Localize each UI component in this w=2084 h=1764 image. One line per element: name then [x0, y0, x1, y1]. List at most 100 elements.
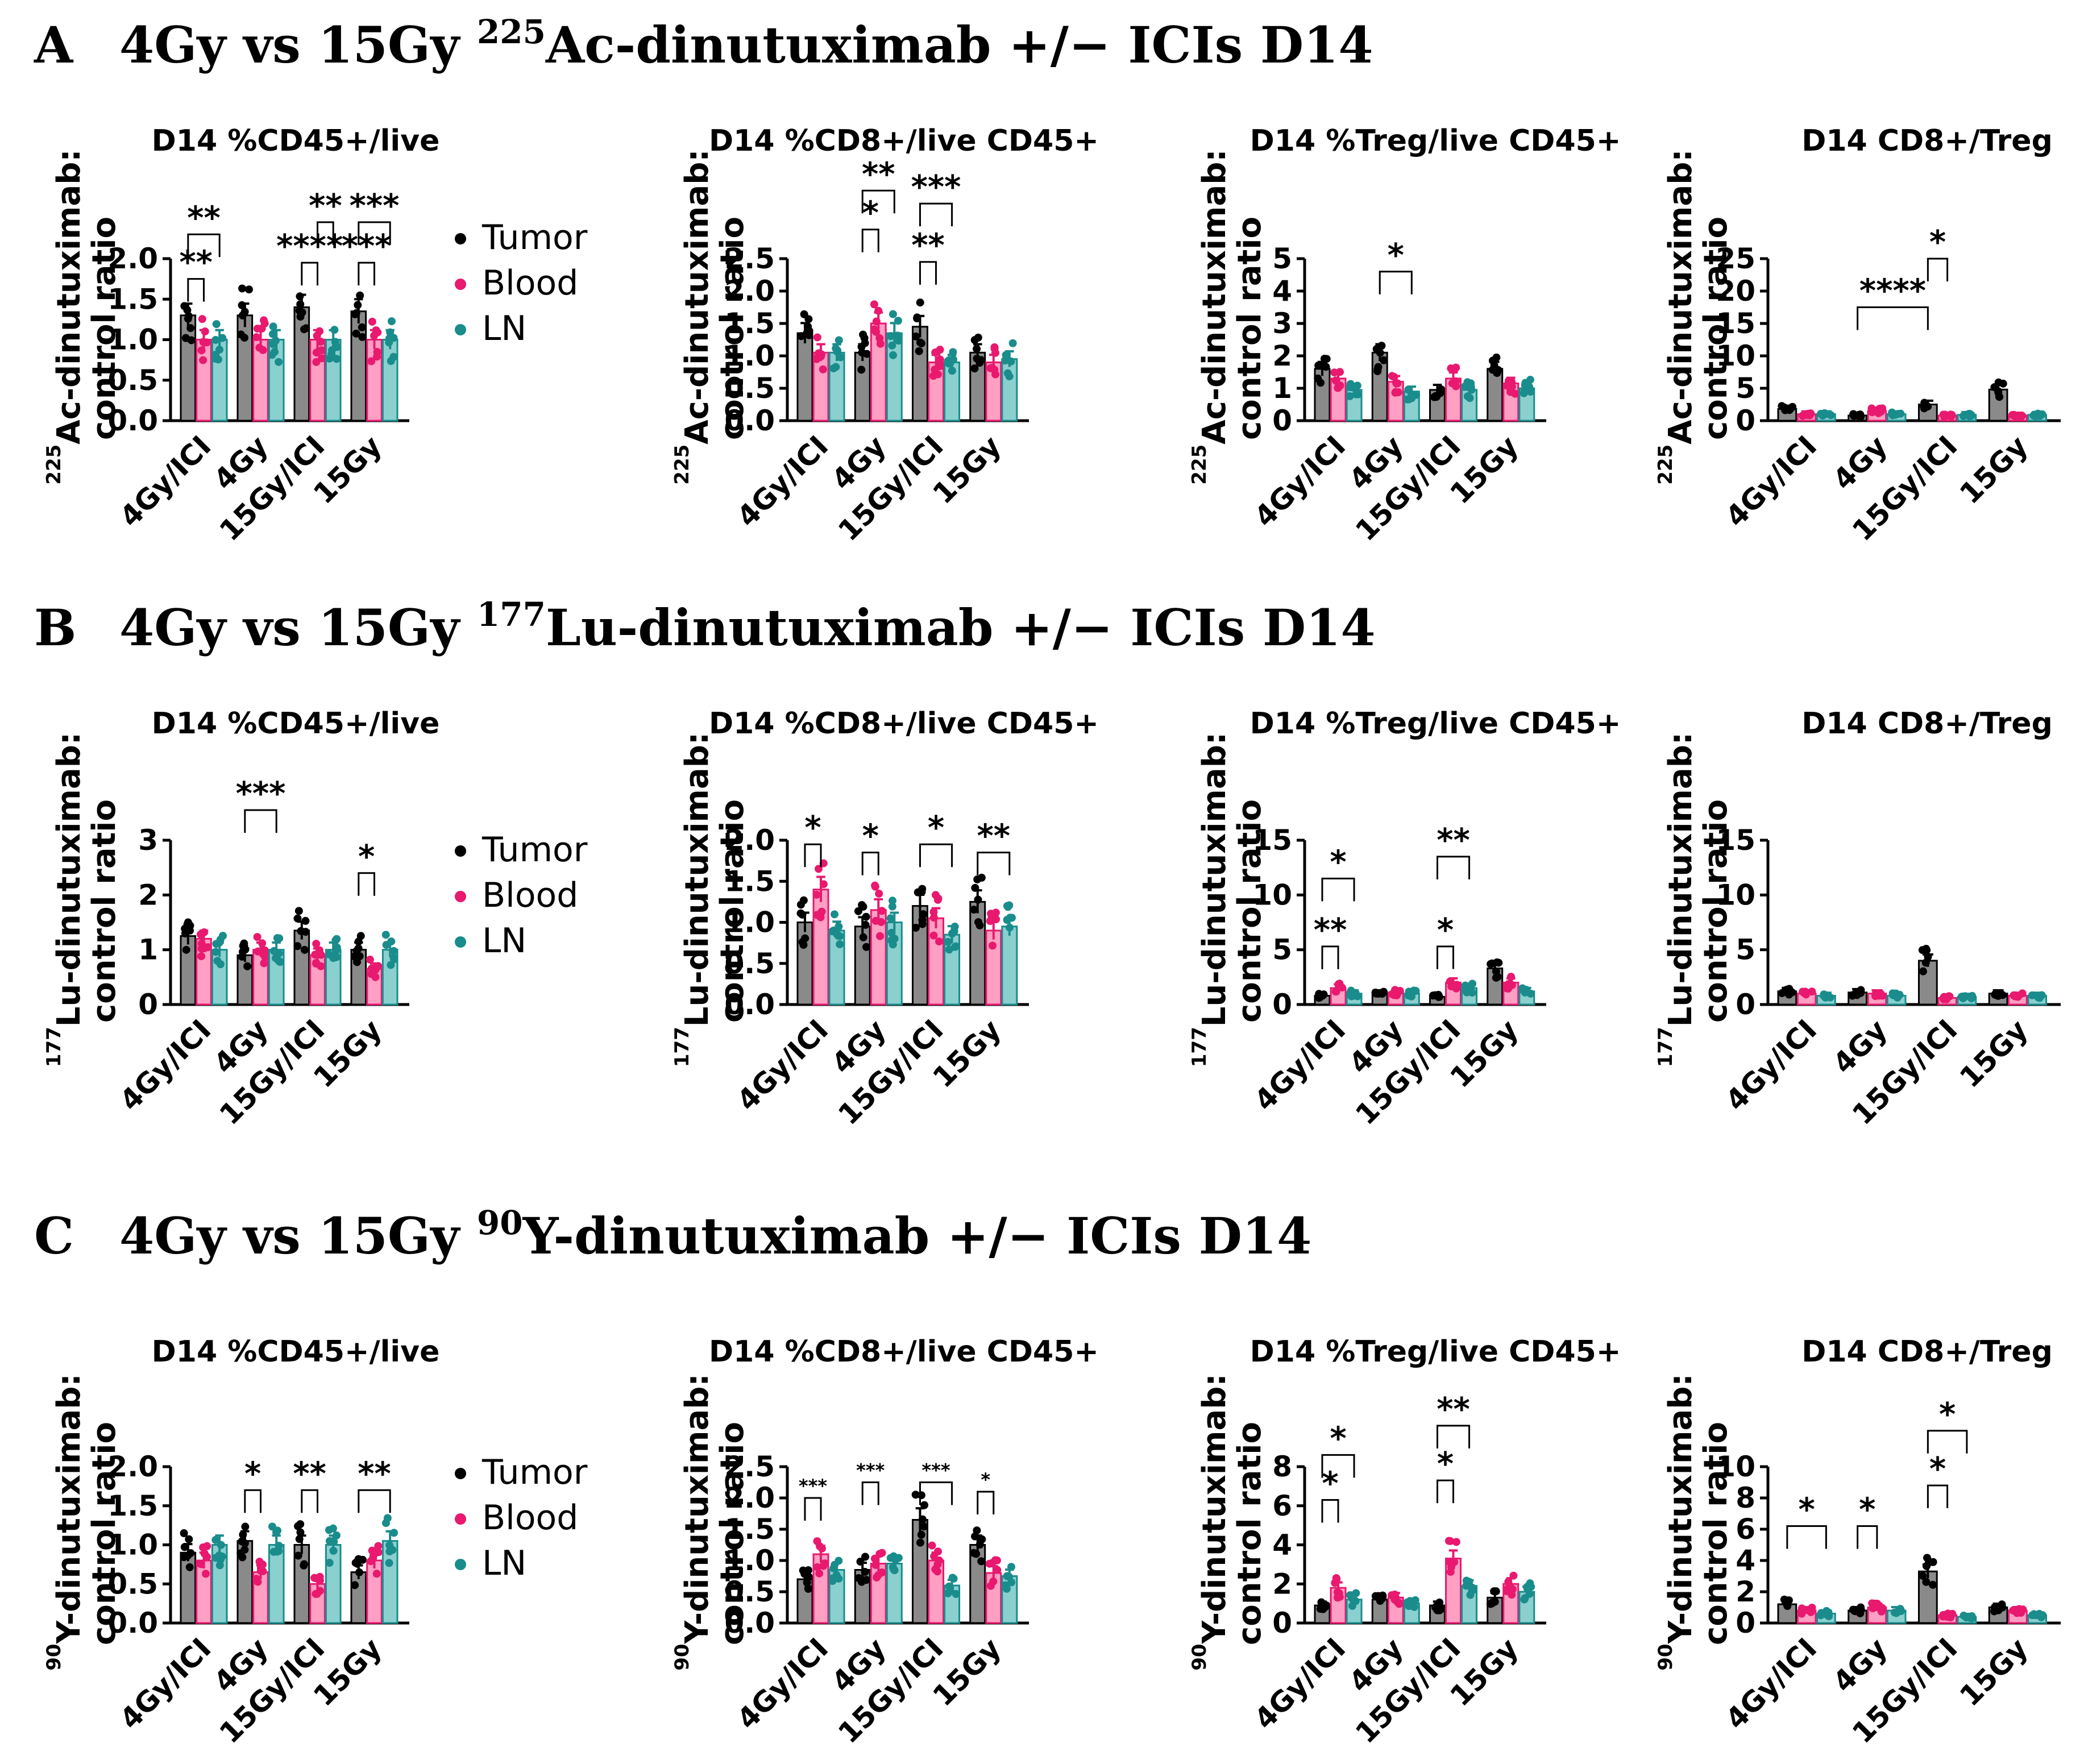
significance-label: * — [1388, 237, 1404, 274]
y-tick-label: 2.0 — [724, 824, 775, 857]
data-point-tumor — [854, 907, 862, 915]
significance-label: * — [1437, 912, 1454, 949]
bar-blood — [812, 351, 829, 422]
data-point-tumor — [300, 325, 309, 334]
y-axis-label: 225Ac-dinutuximab: — [1654, 149, 1699, 484]
data-point-blood — [317, 951, 325, 959]
data-point-ln — [325, 1526, 333, 1534]
data-point-blood — [1334, 1593, 1342, 1602]
significance-bracket — [804, 1497, 822, 1521]
data-point-tumor — [354, 937, 363, 946]
data-point-ln — [1527, 1583, 1535, 1591]
significance-label: * — [862, 195, 879, 232]
data-point-tumor — [295, 1535, 304, 1543]
data-point-ln — [1817, 1609, 1826, 1618]
x-category-label: 4Gy/ICI — [114, 429, 218, 533]
significance-label: ** — [911, 227, 945, 264]
bar-tumor — [180, 1551, 197, 1624]
data-point-ln — [389, 947, 398, 955]
data-point-ln — [1468, 979, 1477, 988]
data-point-tumor — [354, 944, 363, 953]
chart-A4: D14 CD8+/Treg 225Ac-dinutuximab:control r… — [1654, 124, 2061, 547]
data-point-tumor — [917, 339, 925, 347]
data-point-ln — [327, 350, 336, 358]
data-point-tumor — [1848, 991, 1857, 999]
data-point-ln — [1004, 903, 1012, 911]
data-point-ln — [390, 1529, 398, 1537]
data-point-ln — [952, 942, 960, 951]
data-point-blood — [1330, 368, 1339, 377]
data-point-blood — [374, 1542, 383, 1550]
data-point-blood — [991, 908, 1000, 917]
data-point-blood — [813, 911, 821, 919]
data-point-tumor — [1849, 412, 1858, 420]
significance-label: *** — [856, 1460, 885, 1481]
data-point-ln — [1521, 379, 1530, 387]
bar-tumor — [236, 954, 254, 1006]
data-point-ln — [1460, 382, 1469, 391]
data-point-ln — [215, 938, 224, 947]
data-point-blood — [1507, 973, 1516, 981]
y-tick-label: 4 — [1272, 1529, 1292, 1562]
data-point-tumor — [970, 906, 978, 914]
data-point-blood — [1939, 1611, 1948, 1619]
data-point-tumor — [1492, 1587, 1500, 1596]
data-point-ln — [329, 954, 338, 962]
data-point-tumor — [862, 912, 870, 921]
data-point-blood — [198, 315, 206, 323]
data-point-ln — [271, 337, 280, 345]
data-point-blood — [870, 300, 878, 309]
data-point-blood — [872, 317, 881, 326]
legend-marker-ln — [455, 324, 466, 335]
data-point-tumor — [300, 1560, 309, 1568]
data-point-tumor — [181, 929, 189, 938]
data-point-blood — [1876, 989, 1884, 998]
data-point-blood — [197, 939, 206, 948]
data-point-blood — [260, 959, 268, 968]
data-point-blood — [813, 333, 821, 342]
y-tick-label: 2 — [138, 878, 158, 911]
data-point-blood — [1807, 1608, 1815, 1616]
data-point-blood — [197, 952, 206, 961]
data-point-blood — [872, 327, 881, 336]
y-tick-label: 2.0 — [107, 1450, 158, 1483]
data-point-tumor — [240, 334, 248, 342]
chart-C1: D14 %CD45+/live 90Y-dinutuximab:control r… — [43, 1335, 439, 1750]
y-axis-label: 90Y-dinutuximab: — [1188, 1373, 1233, 1670]
data-point-ln — [1820, 991, 1828, 1000]
y-axis-label: 90Y-dinutuximab: — [43, 1373, 88, 1670]
data-point-ln — [211, 335, 220, 344]
data-point-blood — [933, 895, 942, 904]
y-axis-label: 177Lu-dinutuximab: — [671, 732, 716, 1067]
data-point-tumor — [1315, 993, 1324, 1002]
data-point-ln — [219, 932, 227, 940]
chart-C2: D14 %CD8+/live CD45+ 90Y-dinutuximab:cont… — [671, 1335, 1099, 1750]
data-point-tumor — [911, 1491, 920, 1499]
chart-A3: D14 %Treg/live CD45+ 225Ac-dinutuximab:co… — [1188, 124, 1621, 547]
bar-tumor — [1314, 368, 1331, 422]
data-point-tumor — [352, 329, 360, 338]
data-point-tumor — [183, 920, 192, 929]
data-point-blood — [985, 1559, 994, 1568]
significance-bracket — [358, 872, 376, 896]
y-tick-label: 2 — [1272, 339, 1292, 372]
significance-label: *** — [921, 1460, 950, 1481]
data-point-blood — [874, 1571, 882, 1580]
y-tick-label: 0.0 — [107, 404, 158, 437]
y-tick-label: 1.0 — [107, 323, 158, 356]
significance-label: * — [1322, 1465, 1338, 1502]
x-category-label: 4Gy/ICI — [1248, 1632, 1352, 1736]
legend-marker-tumor — [455, 845, 466, 857]
y-tick-label: 15 — [1716, 307, 1755, 340]
data-point-ln — [1521, 1594, 1529, 1603]
bar-blood — [1387, 381, 1404, 422]
data-point-blood — [258, 939, 267, 948]
data-point-ln — [211, 1554, 220, 1562]
data-point-ln — [389, 953, 398, 962]
y-tick-label: 1.5 — [107, 1489, 158, 1522]
data-point-tumor — [1929, 1580, 1937, 1589]
data-point-blood — [373, 328, 382, 337]
data-point-tumor — [180, 302, 189, 310]
significance-bracket — [187, 278, 205, 302]
data-point-tumor — [301, 916, 310, 925]
